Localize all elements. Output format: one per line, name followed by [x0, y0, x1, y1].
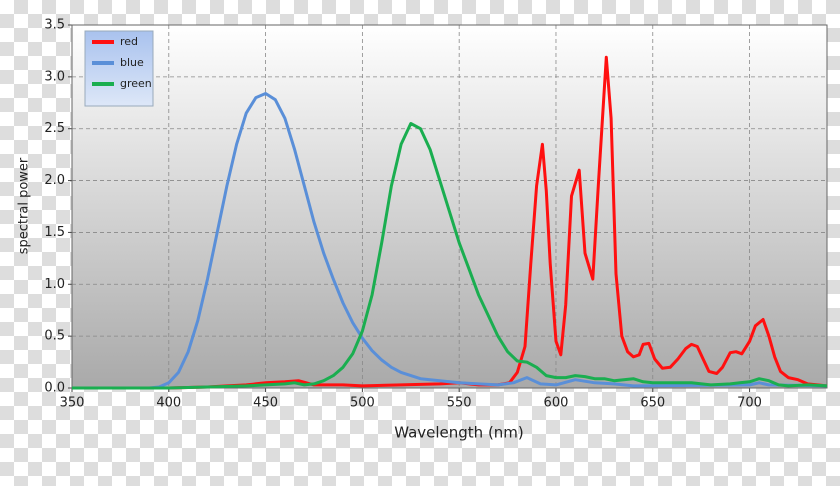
plot-frame	[71, 24, 828, 389]
x-tick-label: 400	[156, 396, 181, 411]
y-tick-label: 3.5	[44, 18, 65, 33]
series-line	[72, 55, 828, 390]
x-tick-label: 650	[640, 396, 665, 411]
x-tick-label: 350	[60, 396, 85, 411]
y-tick-label: 2.5	[44, 121, 65, 136]
y-tick-label: 0.0	[44, 381, 65, 396]
y-tick-label: 1.5	[44, 225, 65, 240]
y-axis-label: spectral power	[17, 157, 32, 254]
x-tick-label: 700	[737, 396, 762, 411]
y-tick-label: 3.0	[44, 69, 65, 84]
legend-label: red	[120, 35, 138, 48]
x-tick-label: 450	[253, 396, 278, 411]
x-tick-label: 600	[544, 396, 569, 411]
series-line	[72, 92, 828, 390]
x-axis-label: Wavelength (nm)	[394, 424, 524, 442]
legend-label: blue	[120, 56, 144, 69]
y-tick-label: 1.0	[44, 277, 65, 292]
x-tick-label: 550	[447, 396, 472, 411]
y-tick-label: 0.5	[44, 329, 65, 344]
series-line	[72, 122, 828, 390]
y-tick-label: 2.0	[44, 173, 65, 188]
legend-label: green	[120, 77, 152, 90]
x-tick-label: 500	[350, 396, 375, 411]
plot-area	[72, 25, 827, 388]
